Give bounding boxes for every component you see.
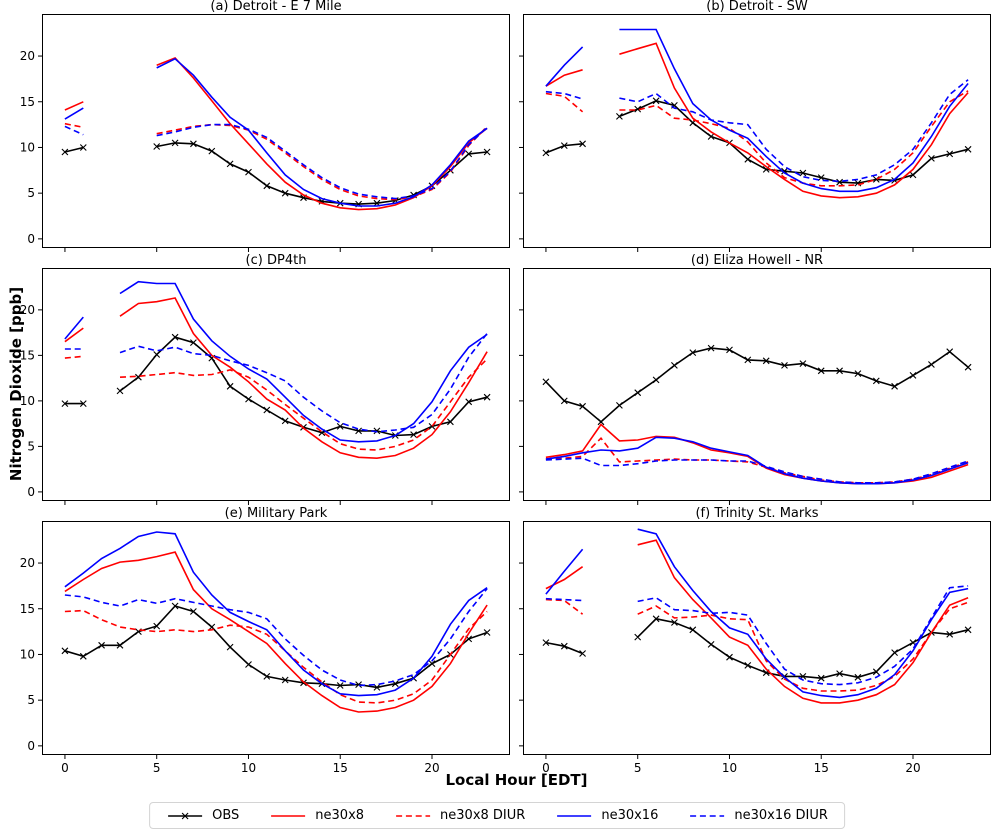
x-tick-label: 5 [634, 761, 642, 775]
axes-frame [42, 521, 510, 755]
legend-x-marker [181, 812, 189, 819]
plot-area: 0 5 10 15 20 [20, 14, 510, 252]
legend-entry-ne30x8-diur: ne30x8 DIUR [394, 808, 525, 823]
x-tick-label: 5 [153, 761, 161, 775]
axes-frame [523, 14, 991, 248]
y-tick-label: 10 [20, 140, 35, 154]
series-ne30x16 [64, 531, 488, 697]
axes-frame [42, 268, 510, 501]
subplot-title: (e) Military Park [224, 506, 328, 521]
legend: OBS ne30x8 ne30x8 DIUR ne30x16 ne30x16 D… [149, 802, 845, 829]
x-tick-label: 0 [542, 761, 550, 775]
series-obs [545, 617, 969, 680]
subplot-title: (b) Detroit - SW [706, 0, 808, 14]
series-ne30x16-diur [545, 457, 969, 484]
axes-frame [42, 14, 510, 248]
legend-entry-ne30x8: ne30x8 [269, 808, 364, 823]
series-ne30x16-diur [64, 333, 488, 433]
obs-x-markers [542, 344, 972, 426]
subplot-military-park: (e) Military Park 0 5 10 15 20 0 5 10 15 20 [12, 507, 512, 781]
plot-area [519, 268, 991, 505]
legend-label: ne30x8 DIUR [440, 808, 526, 823]
subplot-trinity-st-marks: (f) Trinity St. Marks 0 5 10 15 20 [493, 507, 993, 781]
series-ne30x16 [545, 28, 969, 193]
x-tick-label: 10 [241, 761, 256, 775]
legend-entry-ne30x16-diur: ne30x16 DIUR [688, 808, 828, 823]
series-obs [64, 605, 488, 689]
series-ne30x16-diur [64, 588, 488, 687]
y-tick-label: 5 [27, 439, 35, 453]
y-tick-label: 15 [20, 95, 35, 109]
obs-x-markers [542, 615, 972, 682]
subplot-eliza-howell: (d) Eliza Howell - NR [493, 254, 993, 528]
x-tick-label: 0 [61, 761, 69, 775]
y-tick-label: 20 [20, 49, 35, 63]
legend-label: ne30x8 [315, 808, 365, 823]
series-ne30x16 [545, 436, 969, 485]
y-tick-label: 0 [27, 232, 35, 246]
series-ne30x8 [64, 56, 488, 211]
obs-line-sample-icon [168, 812, 203, 819]
x-tick-label: 15 [333, 761, 348, 775]
x-tick-label: 20 [424, 761, 439, 775]
series-ne30x8-diur [545, 90, 969, 187]
subplot-title: (a) Detroit - E 7 Mile [210, 0, 342, 14]
y-tick-label: 20 [20, 556, 35, 570]
x-tick-label: 20 [905, 761, 920, 775]
obs-x-markers [61, 602, 491, 691]
series-ne30x8-diur [545, 598, 969, 692]
series-ne30x8 [545, 539, 969, 704]
legend-entry-obs: OBS [166, 808, 239, 823]
legend-entry-ne30x16: ne30x16 [555, 808, 658, 823]
x-axis-label: Local Hour [EDT] [445, 771, 588, 789]
y-tick-label: 0 [27, 739, 35, 753]
y-tick-label: 15 [20, 348, 35, 362]
ne30x8-diur-line-sample-icon [396, 814, 431, 817]
plot-area: 0 5 10 15 20 [20, 268, 510, 505]
series-ne30x8-diur [64, 355, 488, 451]
series-ne30x8-diur [64, 609, 488, 704]
subplot-title: (c) DP4th [245, 253, 307, 268]
series-ne30x16 [64, 57, 488, 207]
series-ne30x8 [545, 42, 969, 199]
y-tick-label: 0 [27, 485, 35, 499]
y-tick-label: 15 [20, 602, 35, 616]
series-obs [545, 347, 969, 423]
series-ne30x16-diur [545, 79, 969, 183]
plot-area [519, 14, 991, 252]
plot-area: 0 5 10 15 20 0 5 10 15 20 [20, 521, 510, 775]
axes-frame [523, 521, 991, 755]
subplot-detroit-e7mile: (a) Detroit - E 7 Mile 0 5 10 15 20 [12, 0, 512, 274]
x-tick-label: 15 [814, 761, 829, 775]
ne30x16-diur-line-sample-icon [690, 814, 725, 817]
series-ne30x8-diur [64, 122, 488, 201]
obs-x-markers [542, 97, 972, 187]
axes-frame [523, 268, 991, 501]
subplot-title: (f) Trinity St. Marks [695, 506, 819, 521]
ne30x16-line-sample-icon [557, 814, 592, 817]
series-ne30x8 [64, 297, 488, 460]
plot-area: 0 5 10 15 20 [519, 521, 991, 775]
series-ne30x16 [64, 280, 488, 443]
y-tick-label: 5 [27, 693, 35, 707]
subplot-detroit-sw: (b) Detroit - SW [493, 0, 993, 274]
y-tick-label: 20 [20, 303, 35, 317]
ne30x8-line-sample-icon [271, 814, 306, 817]
y-tick-label: 10 [20, 394, 35, 408]
series-ne30x16-diur [64, 123, 488, 200]
subplot-dp4th: (c) DP4th 0 5 10 15 20 [12, 254, 512, 528]
legend-label: ne30x16 DIUR [734, 808, 828, 823]
subplot-title: (d) Eliza Howell - NR [690, 253, 824, 268]
series-ne30x8 [64, 551, 488, 713]
legend-label: OBS [212, 808, 240, 823]
series-ne30x16 [545, 528, 969, 699]
x-tick-label: 10 [722, 761, 737, 775]
y-tick-label: 5 [27, 186, 35, 200]
y-tick-label: 10 [20, 647, 35, 661]
legend-label: ne30x16 [601, 808, 659, 823]
series-ne30x16-diur [545, 585, 969, 686]
series-ne30x8 [545, 423, 969, 485]
